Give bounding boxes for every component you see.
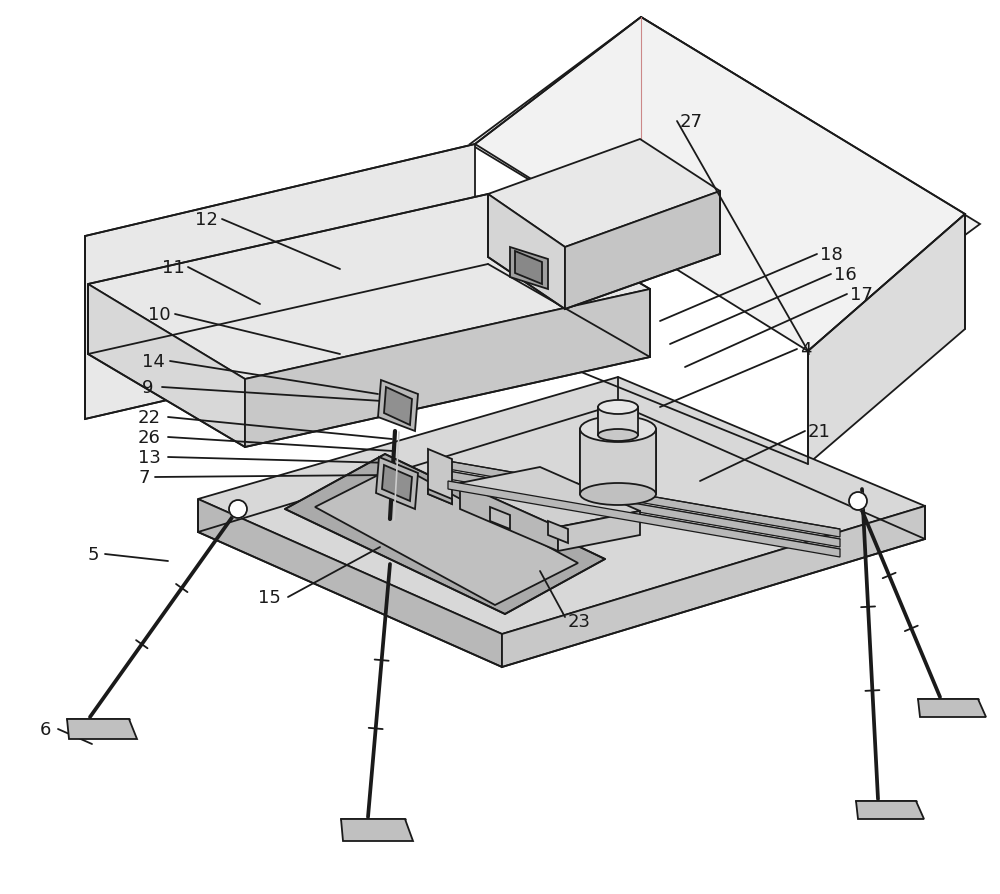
Polygon shape	[67, 719, 137, 739]
Polygon shape	[315, 466, 578, 605]
Polygon shape	[198, 377, 925, 634]
Polygon shape	[808, 215, 965, 465]
Text: 15: 15	[258, 588, 281, 606]
Text: 12: 12	[195, 211, 218, 229]
Polygon shape	[198, 500, 502, 667]
Text: 16: 16	[834, 266, 857, 283]
Polygon shape	[598, 408, 638, 435]
Text: 11: 11	[162, 258, 185, 276]
Polygon shape	[245, 290, 650, 448]
Polygon shape	[515, 252, 542, 284]
Polygon shape	[488, 139, 720, 248]
Polygon shape	[580, 429, 656, 494]
Polygon shape	[448, 482, 840, 557]
Circle shape	[849, 493, 867, 510]
Polygon shape	[548, 521, 568, 544]
Polygon shape	[510, 248, 548, 290]
Polygon shape	[428, 450, 452, 504]
Text: 17: 17	[850, 286, 873, 304]
Text: 21: 21	[808, 423, 831, 441]
Ellipse shape	[598, 429, 638, 442]
Polygon shape	[384, 388, 412, 426]
Polygon shape	[85, 145, 475, 419]
Polygon shape	[475, 18, 965, 351]
Polygon shape	[448, 461, 840, 537]
Text: 26: 26	[138, 428, 161, 446]
Polygon shape	[88, 195, 650, 380]
Polygon shape	[376, 458, 418, 510]
Ellipse shape	[580, 484, 656, 505]
Circle shape	[229, 501, 247, 519]
Text: 9: 9	[142, 378, 154, 397]
Text: 13: 13	[138, 449, 161, 467]
Polygon shape	[428, 489, 452, 504]
Text: 6: 6	[40, 721, 51, 738]
Ellipse shape	[580, 417, 656, 443]
Polygon shape	[856, 801, 924, 819]
Polygon shape	[448, 471, 840, 547]
Polygon shape	[918, 699, 986, 717]
Text: 10: 10	[148, 306, 171, 324]
Text: 14: 14	[142, 352, 165, 371]
Polygon shape	[341, 819, 413, 841]
Text: 22: 22	[138, 409, 161, 426]
Text: 7: 7	[138, 468, 150, 486]
Polygon shape	[382, 466, 412, 502]
Polygon shape	[488, 195, 565, 309]
Polygon shape	[502, 506, 925, 667]
Text: 18: 18	[820, 246, 843, 264]
Ellipse shape	[598, 401, 638, 415]
Text: 5: 5	[88, 545, 100, 563]
Polygon shape	[285, 454, 605, 614]
Polygon shape	[558, 511, 640, 552]
Text: 23: 23	[568, 612, 591, 630]
Polygon shape	[460, 468, 640, 527]
Polygon shape	[490, 508, 510, 529]
Polygon shape	[460, 484, 558, 552]
Polygon shape	[378, 381, 418, 432]
Text: 4: 4	[800, 341, 812, 358]
Polygon shape	[470, 18, 980, 350]
Text: 27: 27	[680, 113, 703, 131]
Polygon shape	[565, 192, 720, 309]
Polygon shape	[88, 284, 245, 448]
